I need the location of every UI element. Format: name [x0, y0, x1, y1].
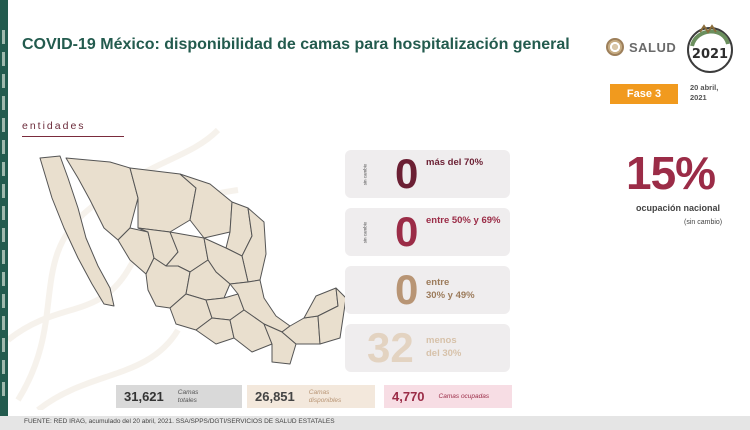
salud-logo: SALUD [606, 38, 676, 56]
page-title: COVID-19 México: disponibilidad de camas… [22, 36, 570, 53]
stat-value: 31,621 [124, 389, 164, 404]
national-occupancy-change: (sin cambio) [684, 219, 723, 226]
year-2021-logo: 2021 [687, 24, 733, 73]
national-occupancy-value: 15% [626, 147, 716, 199]
card-under-30: 32 menos del 30% [345, 324, 510, 372]
national-occupancy-label: ocupación nacional [636, 203, 721, 213]
footer: FUENTE: RED IRAG, acumulado del 20 abril… [0, 416, 750, 430]
footer-source: FUENTE: RED IRAG, acumulado del 20 abril… [24, 418, 335, 425]
report-date: 20 abril, 2021 [690, 83, 730, 103]
map-state-coahuila [179, 173, 233, 239]
entidades-underline [22, 136, 124, 137]
fase-badge: Fase 3 [610, 84, 678, 104]
card-side-label: sin cambio [362, 221, 368, 243]
stat-value: 26,851 [255, 389, 295, 404]
card-value: 0 [395, 266, 419, 313]
card-value: 32 [367, 324, 414, 371]
card-label-line1: entre [426, 277, 450, 288]
card-label-line1: menos [426, 335, 457, 346]
stat-available-beds: 26,851 Camas disponibles [247, 385, 375, 408]
mexico-seal-icon [606, 38, 624, 56]
card-label: entre 50% y 69% [426, 215, 501, 226]
card-50-69: sin cambio 0 entre 50% y 69% [345, 208, 510, 256]
card-label-line2: 30% y 49% [426, 290, 475, 301]
salud-logo-text: SALUD [629, 39, 677, 55]
stat-label: Camas ocupadas [438, 392, 490, 400]
card-over-70: sin cambio 0 más del 70% [345, 150, 510, 198]
card-30-49: 0 entre 30% y 49% [345, 266, 510, 314]
report-date-line2: 2021 [690, 93, 707, 102]
card-value: 0 [395, 150, 419, 197]
entidades-heading: entidades [22, 120, 86, 132]
map-state-baja-california [39, 155, 115, 307]
stat-label: Camas disponibles [308, 388, 342, 404]
stat-value: 4,770 [392, 389, 425, 404]
card-label-line2: del 30% [426, 348, 462, 359]
card-label: más del 70% [426, 157, 484, 168]
left-ornament-strip [0, 0, 8, 430]
stat-occupied-beds: 4,770 Camas ocupadas [384, 385, 512, 408]
report-date-line1: 20 abril, [690, 83, 719, 92]
card-side-label: sin cambio [362, 163, 368, 185]
stat-label: Camas totales [177, 388, 199, 404]
svg-text:2021: 2021 [692, 47, 728, 62]
card-value: 0 [395, 208, 419, 255]
stat-total-beds: 31,621 Camas totales [116, 385, 242, 408]
mexico-map [39, 155, 347, 365]
